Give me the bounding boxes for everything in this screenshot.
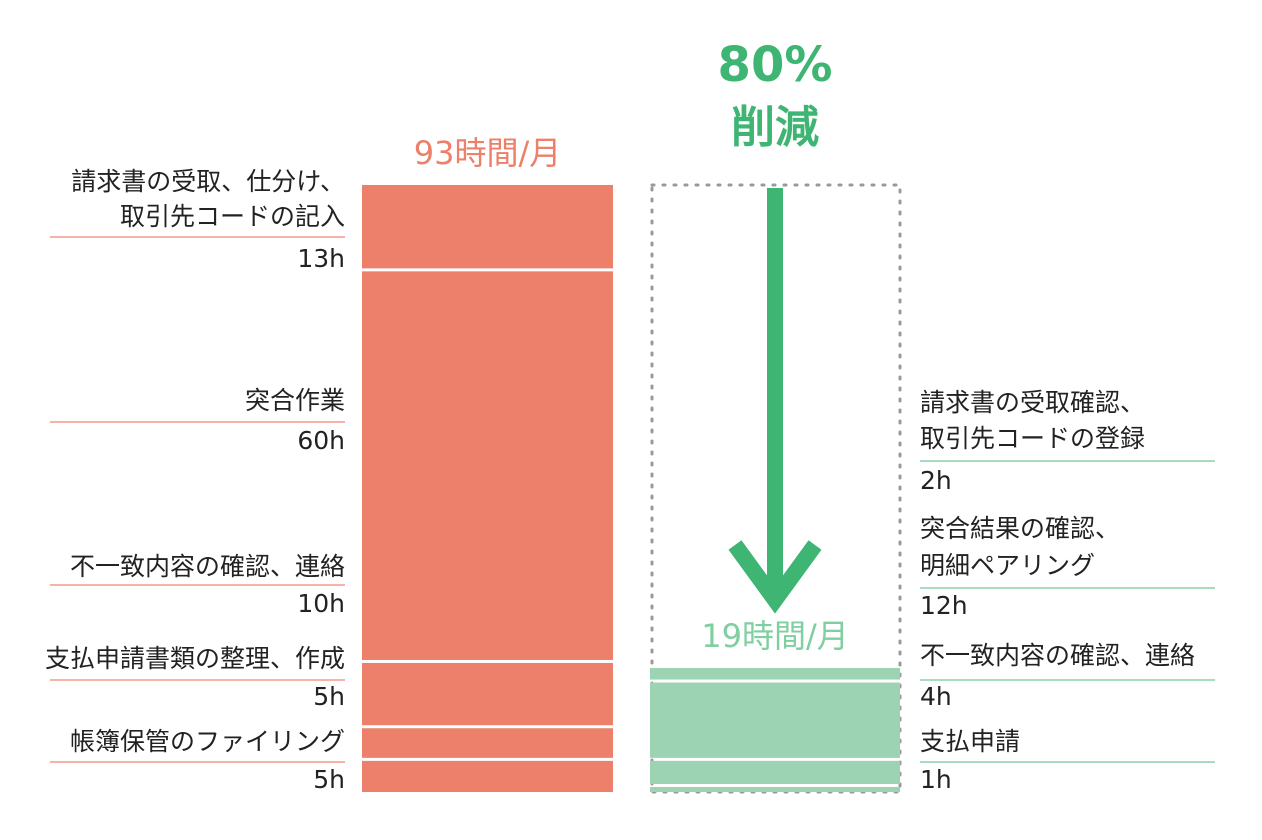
segment-value-label: 10h [297,589,345,618]
bar-segment [362,728,613,758]
bar-segment [650,682,900,758]
segment-label: 不一致内容の確認、連絡 [920,641,1195,670]
segment-value-label: 2h [920,466,952,495]
reduction-text: 削減 [731,102,819,153]
segment-label: 明細ペアリング [920,551,1095,580]
segment-label: 支払申請 [920,727,1020,756]
bar-segment [362,185,613,269]
bar-total-label: 93時間/月 [414,134,562,172]
arrow-head [728,540,822,614]
segment-label: 突合作業 [245,386,345,415]
segment-label: 請求書の受取、仕分け、 [71,167,345,196]
segment-label: 帳簿保管のファイリング [70,727,345,756]
reduction-label: 80% [718,37,833,93]
segment-label: 支払申請書類の整理、作成 [45,644,345,673]
segment-label: 請求書の受取確認、 [920,388,1145,417]
segment-label: 取引先コードの登録 [920,424,1145,453]
bar-segment [362,662,613,726]
segment-value-label: 12h [920,591,968,620]
bar-segment [650,667,900,680]
bar-segment [362,760,613,792]
bar-total-label: 19時間/月 [701,617,849,655]
segment-label: 突合結果の確認、 [920,514,1120,543]
segment-value-label: 5h [313,682,345,711]
segment-label: 不一致内容の確認、連絡 [70,552,345,581]
segment-label: 取引先コードの記入 [120,202,345,231]
bar-segment [650,760,900,784]
segment-value-label: 1h [920,765,952,794]
segment-value-label: 4h [920,682,952,711]
segment-value-label: 5h [313,765,345,794]
bar-segment [362,271,613,660]
segment-value-label: 60h [297,426,345,455]
segment-value-label: 13h [297,244,345,273]
bar-segment [650,786,900,792]
